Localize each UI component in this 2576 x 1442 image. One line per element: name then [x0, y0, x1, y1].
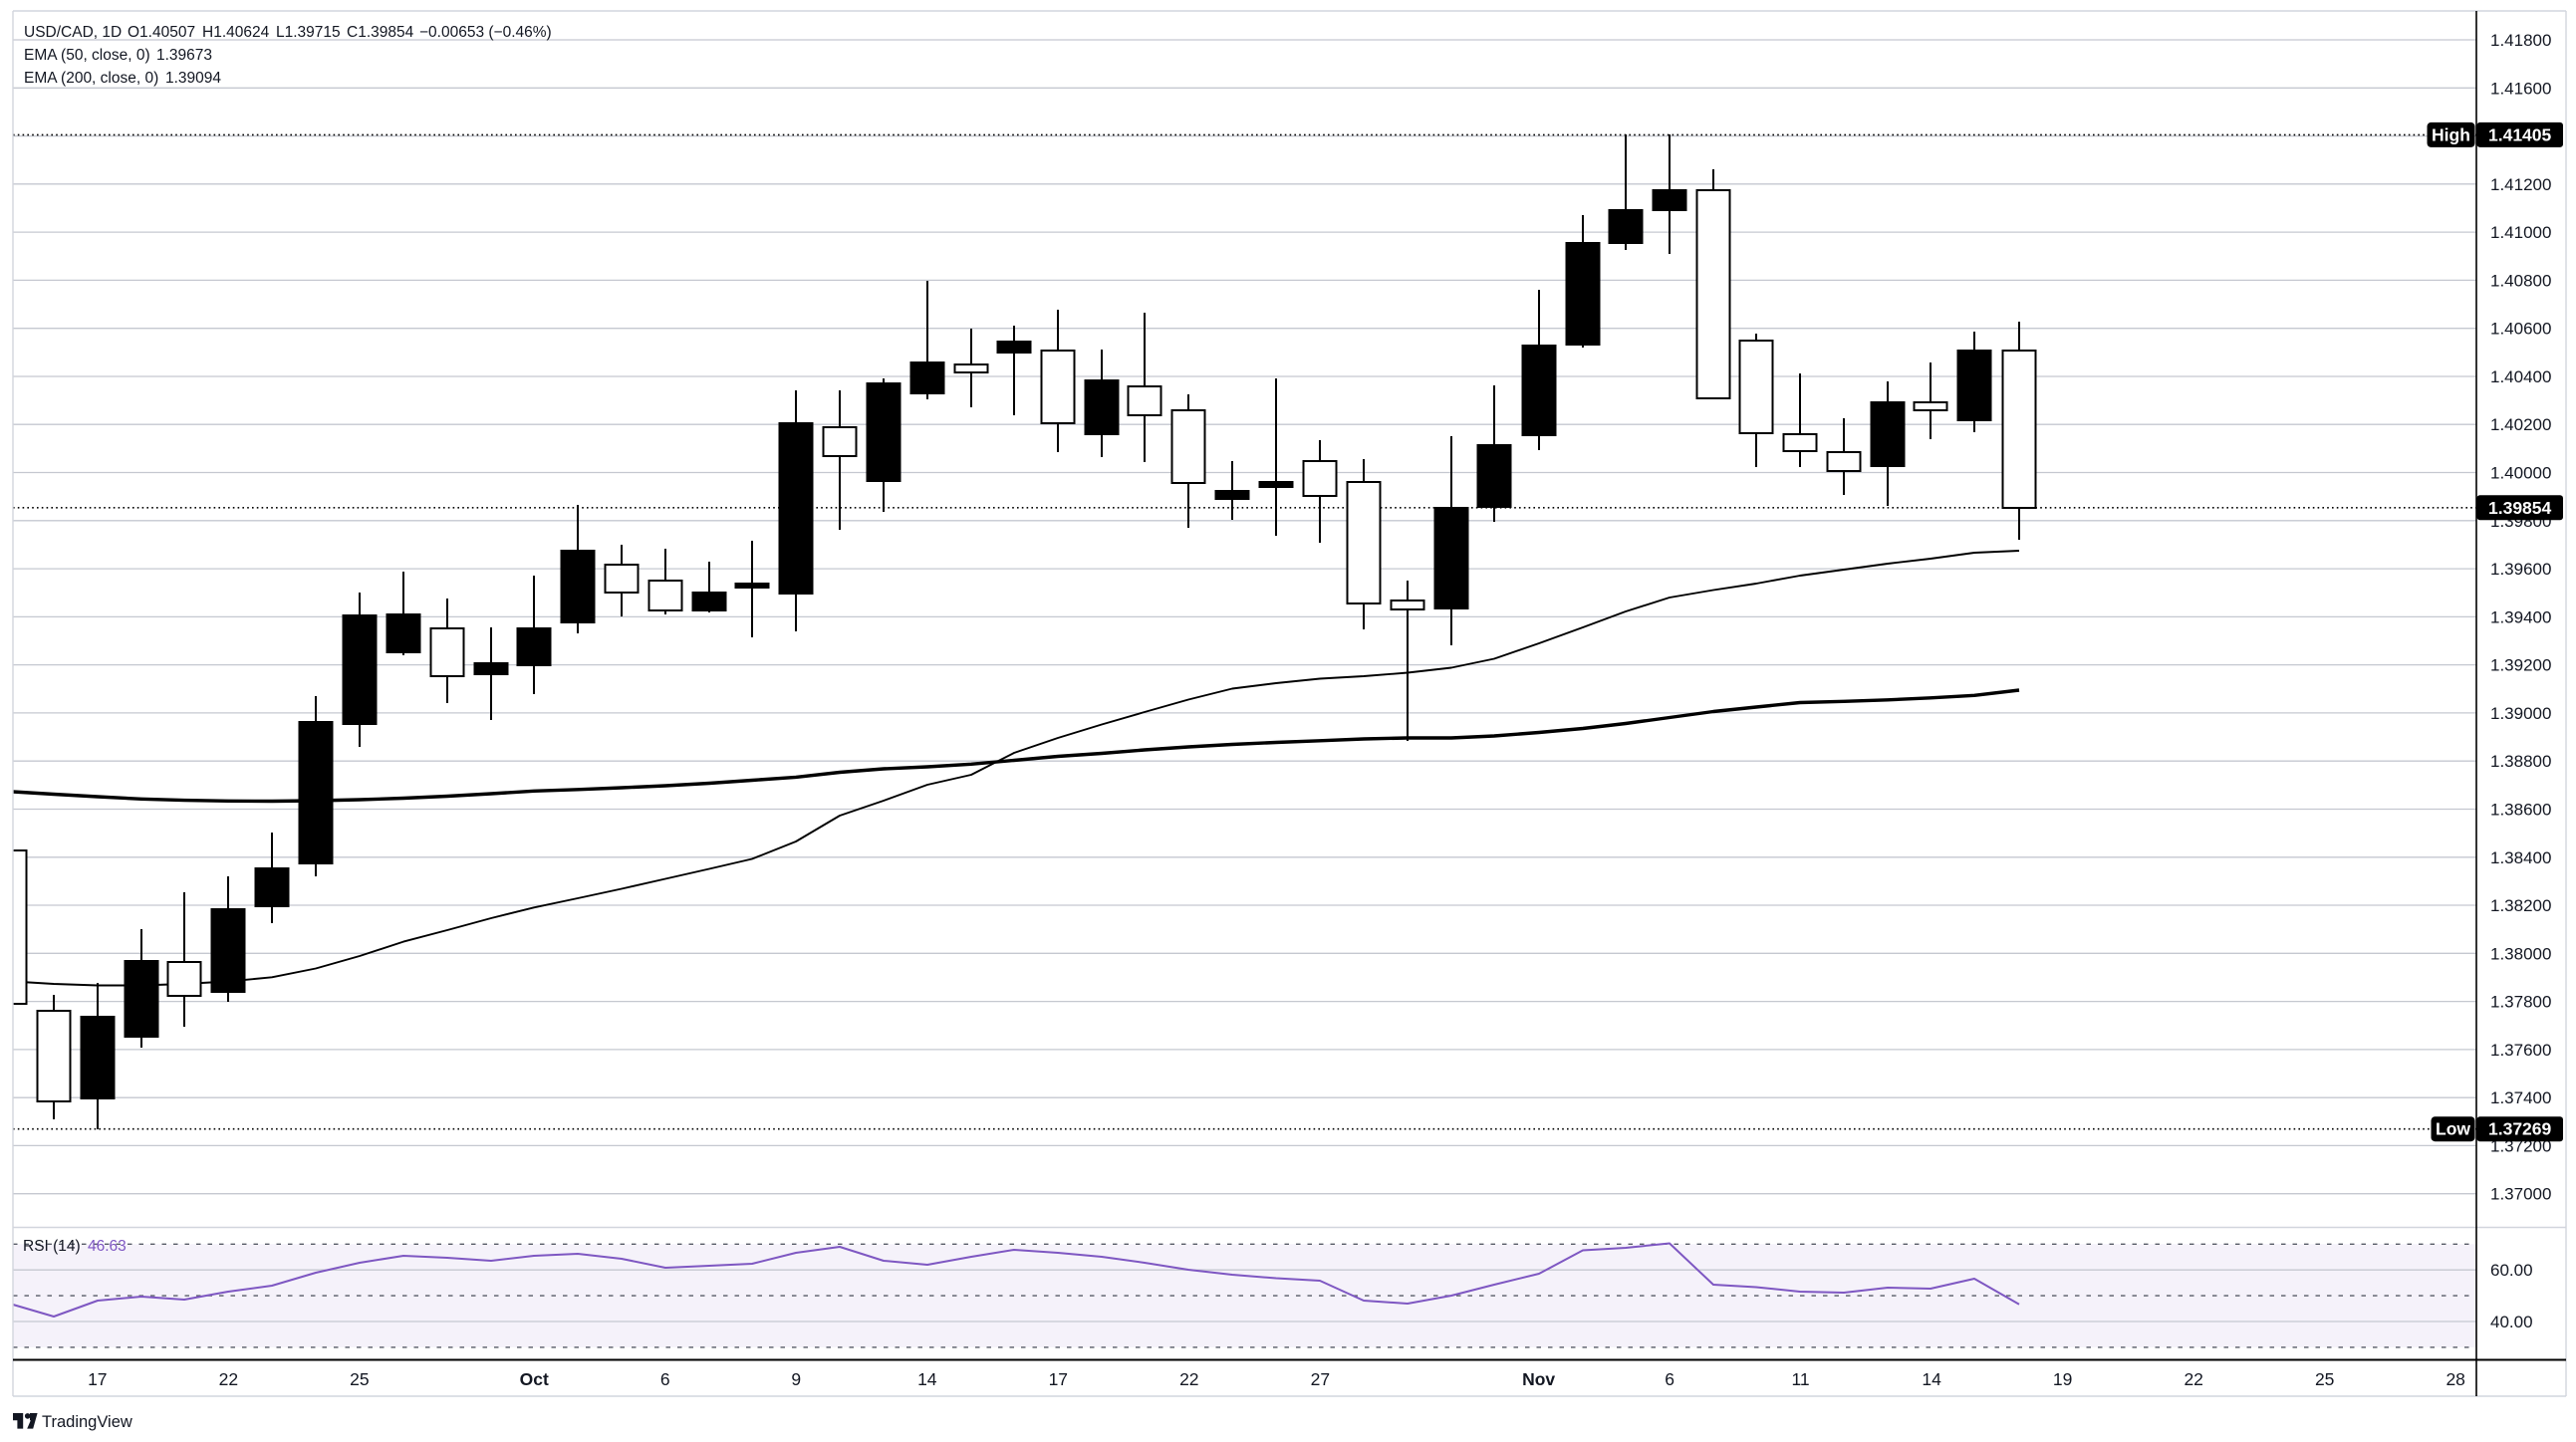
svg-text:1.40400: 1.40400	[2490, 367, 2551, 386]
svg-text:Nov: Nov	[1522, 1369, 1555, 1389]
svg-text:1.41000: 1.41000	[2490, 223, 2551, 242]
svg-text:27: 27	[1311, 1369, 1330, 1389]
svg-text:1.39400: 1.39400	[2490, 607, 2551, 626]
svg-text:6: 6	[660, 1369, 670, 1389]
svg-text:1.37600: 1.37600	[2490, 1041, 2551, 1060]
svg-text:EMA (200, close, 0)1.39094: EMA (200, close, 0) 1.39094	[24, 70, 221, 87]
svg-text:1.39200: 1.39200	[2490, 656, 2551, 675]
svg-text:22: 22	[2184, 1369, 2202, 1389]
svg-text:1.40800: 1.40800	[2490, 271, 2551, 290]
svg-text:1.39854: 1.39854	[2488, 498, 2552, 518]
svg-text:1.41800: 1.41800	[2490, 31, 2551, 50]
svg-text:1.37800: 1.37800	[2490, 993, 2551, 1012]
svg-text:22: 22	[219, 1369, 238, 1389]
svg-text:1.38200: 1.38200	[2490, 896, 2551, 915]
svg-text:46.63: 46.63	[88, 1238, 127, 1255]
svg-text:1.39600: 1.39600	[2490, 560, 2551, 579]
svg-text:1.38000: 1.38000	[2490, 944, 2551, 963]
svg-text:1.41600: 1.41600	[2490, 79, 2551, 98]
svg-text:1.38400: 1.38400	[2490, 848, 2551, 867]
svg-text:1.38600: 1.38600	[2490, 801, 2551, 820]
svg-text:1.40200: 1.40200	[2490, 415, 2551, 434]
svg-text:1.37400: 1.37400	[2490, 1088, 2551, 1107]
svg-text:22: 22	[1179, 1369, 1198, 1389]
svg-text:1.37000: 1.37000	[2490, 1185, 2551, 1204]
svg-text:EMA (50, close, 0)1.39673: EMA (50, close, 0) 1.39673	[24, 47, 212, 64]
svg-text:28: 28	[2446, 1369, 2464, 1389]
svg-text:1.39000: 1.39000	[2490, 704, 2551, 723]
svg-text:14: 14	[1922, 1369, 1941, 1389]
svg-text:High: High	[2432, 124, 2470, 144]
svg-text:40.00: 40.00	[2490, 1313, 2533, 1331]
svg-text:Low: Low	[2436, 1119, 2470, 1139]
svg-text:14: 14	[917, 1369, 937, 1389]
svg-text:RSI (14): RSI (14)	[23, 1238, 81, 1255]
svg-text:25: 25	[350, 1369, 369, 1389]
svg-text:17: 17	[1049, 1369, 1068, 1389]
svg-text:1.37269: 1.37269	[2488, 1119, 2552, 1139]
svg-text:25: 25	[2315, 1369, 2334, 1389]
svg-text:1.38800: 1.38800	[2490, 752, 2551, 771]
svg-text:9: 9	[791, 1369, 801, 1389]
svg-text:1.41405: 1.41405	[2488, 124, 2552, 144]
svg-text:17: 17	[88, 1369, 107, 1389]
svg-text:TradingView: TradingView	[42, 1413, 132, 1431]
svg-text:6: 6	[1665, 1369, 1674, 1389]
svg-text:1.40000: 1.40000	[2490, 464, 2551, 483]
svg-text:60.00: 60.00	[2490, 1261, 2533, 1280]
svg-text:1.40600: 1.40600	[2490, 320, 2551, 339]
svg-text:1.41200: 1.41200	[2490, 175, 2551, 194]
svg-text:19: 19	[2053, 1369, 2072, 1389]
svg-text:11: 11	[1792, 1369, 1810, 1389]
svg-text:Oct: Oct	[520, 1369, 549, 1389]
